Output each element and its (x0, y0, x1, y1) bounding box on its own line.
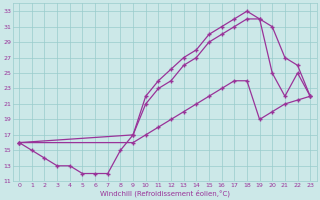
X-axis label: Windchill (Refroidissement éolien,°C): Windchill (Refroidissement éolien,°C) (100, 189, 230, 197)
